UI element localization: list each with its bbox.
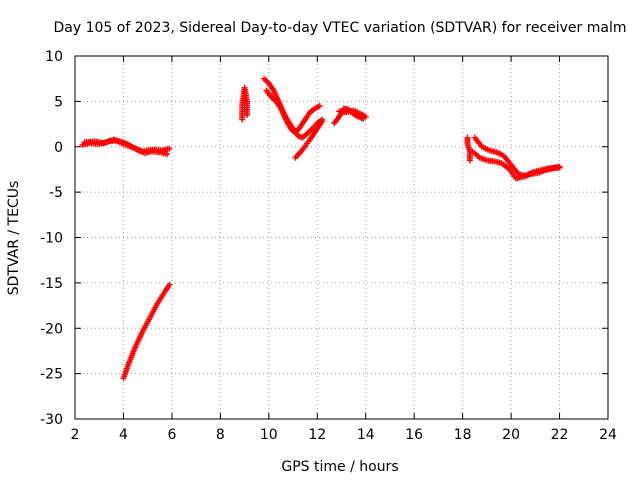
y-tick-label: -20 bbox=[40, 321, 63, 337]
y-tick-label: 5 bbox=[54, 94, 63, 110]
x-tick-label: 14 bbox=[357, 427, 375, 443]
x-tick-label: 18 bbox=[454, 427, 472, 443]
data-point bbox=[556, 164, 563, 171]
x-tick-label: 16 bbox=[405, 427, 423, 443]
y-axis-label: SDTVAR / TECUs bbox=[6, 181, 22, 296]
chart-title: Day 105 of 2023, Sidereal Day-to-day VTE… bbox=[54, 20, 627, 36]
x-tick-label: 6 bbox=[167, 427, 176, 443]
y-tick-label: -10 bbox=[40, 231, 63, 247]
x-tick-label: 20 bbox=[502, 427, 520, 443]
x-tick-label: 24 bbox=[599, 427, 617, 443]
data-point bbox=[244, 111, 251, 118]
data-point bbox=[166, 281, 173, 288]
data-point bbox=[466, 157, 473, 164]
x-axis: 2 4 6 8 10 12 14 16 18 20 22 24 bbox=[71, 56, 617, 443]
y-tick-label: 10 bbox=[45, 49, 63, 65]
y-tick-label: 0 bbox=[54, 140, 63, 156]
data-point bbox=[316, 102, 323, 109]
data-series-sdtvar bbox=[79, 75, 563, 382]
x-tick-label: 8 bbox=[216, 427, 225, 443]
x-tick-label: 10 bbox=[260, 427, 278, 443]
x-tick-label: 4 bbox=[119, 427, 128, 443]
y-tick-label: -25 bbox=[40, 367, 63, 383]
data-point bbox=[166, 145, 173, 152]
y-tick-label: -15 bbox=[40, 276, 63, 292]
data-point bbox=[319, 118, 326, 125]
grid-lines bbox=[75, 56, 608, 419]
y-tick-label: -30 bbox=[40, 412, 63, 428]
x-tick-label: 2 bbox=[71, 427, 80, 443]
x-axis-label: GPS time / hours bbox=[281, 459, 398, 475]
data-point bbox=[362, 113, 369, 120]
x-tick-label: 22 bbox=[551, 427, 569, 443]
y-axis: 10 5 0 -5 -10 -15 -20 -25 -30 bbox=[40, 49, 608, 428]
x-tick-label: 12 bbox=[308, 427, 326, 443]
y-tick-label: -5 bbox=[49, 185, 63, 201]
